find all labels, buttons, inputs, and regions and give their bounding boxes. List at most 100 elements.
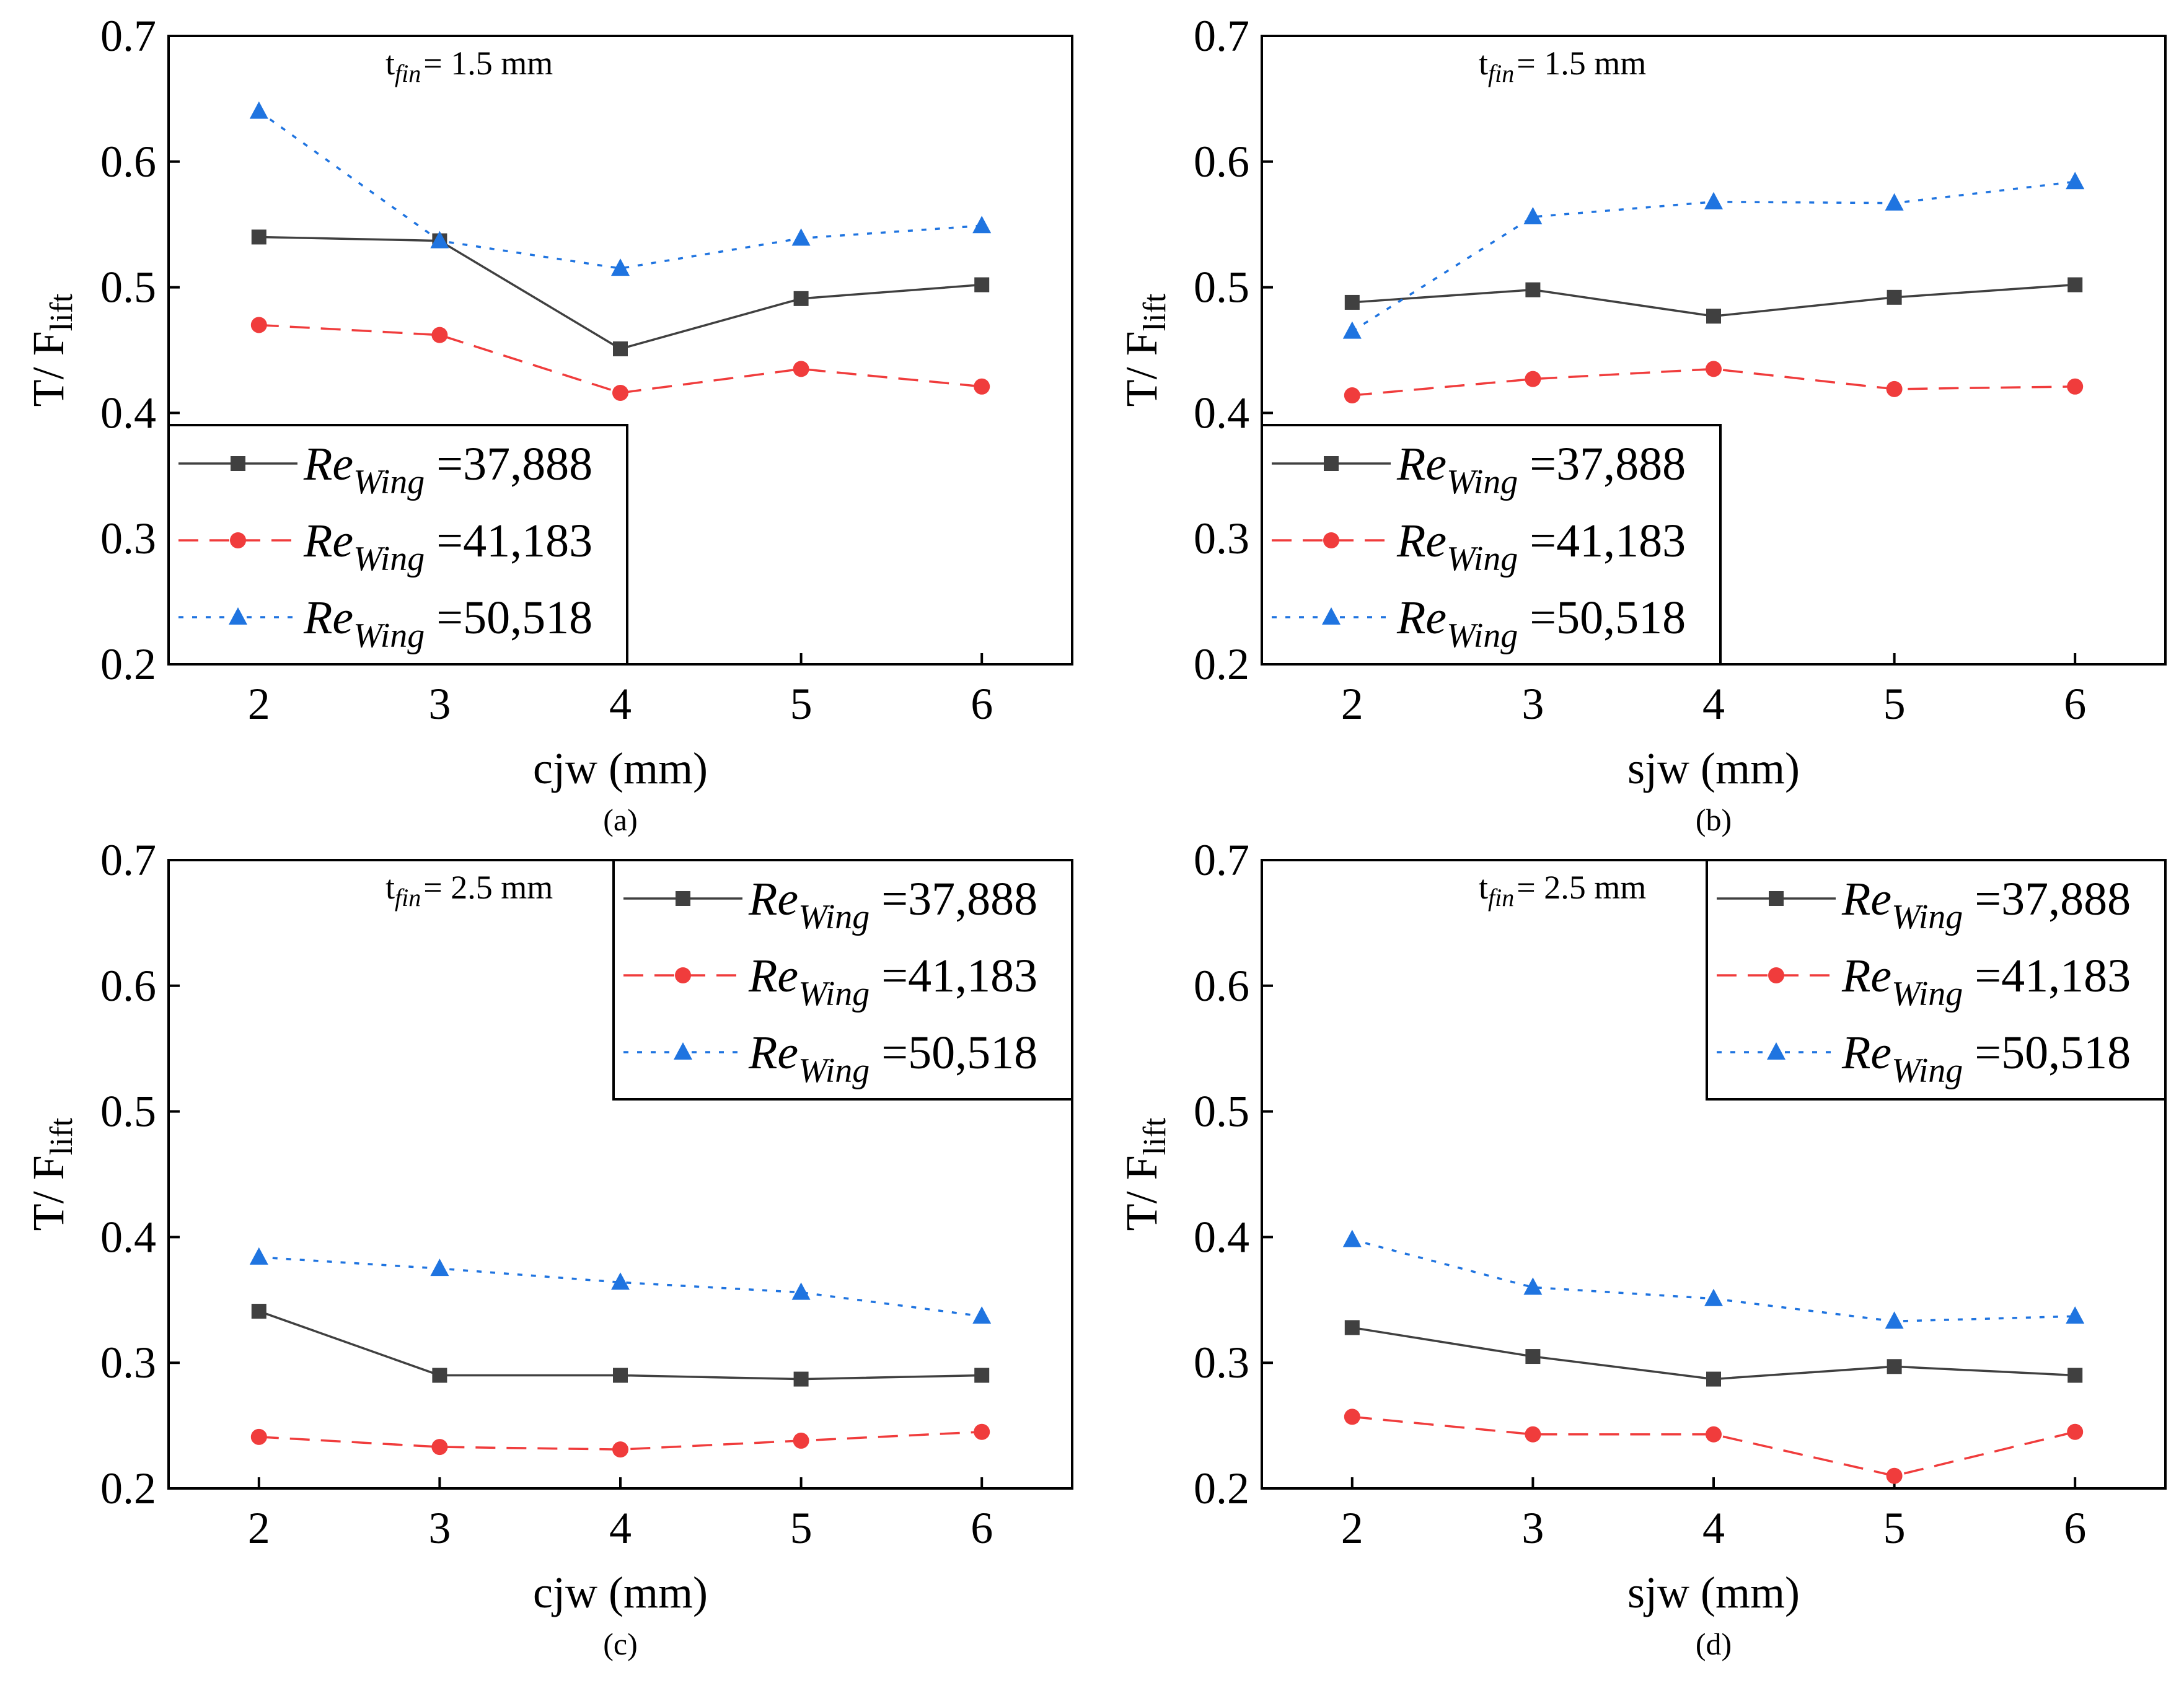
y-tick-label: 0.2 [100, 1464, 156, 1513]
legend-label-1: ReWing =37,888 [748, 873, 1037, 936]
legend: ReWing =37,888 ReWing =41,183 ReWing =50,5… [167, 424, 628, 666]
x-tick-label: 4 [1702, 1503, 1725, 1553]
x-tick-label: 3 [428, 1503, 451, 1553]
data-point-s3-2 [430, 231, 449, 248]
legend-marker-1 [1324, 456, 1339, 471]
legend-label-3: ReWing =50,518 [303, 592, 592, 655]
chart-panel-b: 0.2 0.3 0.4 0.5 0.6 0.7 2 3 4 5 6 sjw (mm) T/ Flift t… [1117, 11, 2167, 837]
data-point-s3-2 [1523, 207, 1543, 225]
legend-label-3: ReWing =50,518 [748, 1027, 1037, 1090]
data-point-s2-3 [612, 384, 628, 401]
data-point-s1-3 [613, 341, 628, 356]
y-tick-label: 0.3 [100, 514, 156, 563]
legend-marker-3 [674, 1042, 692, 1060]
data-point-s1-4 [1887, 289, 1902, 305]
data-point-s1-4 [793, 1371, 809, 1387]
y-axis-title: T/ Flift [1117, 293, 1173, 406]
data-point-s3-1 [249, 101, 268, 119]
y-tick-label: 0.3 [1194, 514, 1249, 563]
y-tick-label: 0.5 [1194, 1087, 1249, 1136]
x-tick-label: 4 [1702, 679, 1725, 729]
data-point-s2-2 [1525, 371, 1541, 387]
tfin-annotation: tfin= 1.5 mm [385, 45, 553, 87]
y-tick-label: 0.2 [1194, 1464, 1249, 1513]
data-point-s2-2 [1525, 1426, 1541, 1443]
data-point-s2-4 [793, 1432, 809, 1449]
chart-panel-c: 0.2 0.3 0.4 0.5 0.6 0.7 2 3 4 5 6 cjw (mm) T/ Flift t… [24, 835, 1073, 1661]
legend-marker-1 [231, 456, 245, 471]
panel-caption: (c) [603, 1627, 638, 1661]
x-tick-label: 4 [609, 1503, 632, 1553]
data-point-s1-1 [1344, 1320, 1360, 1335]
data-point-s3-3 [1704, 1288, 1723, 1306]
series-line-2 [258, 323, 982, 394]
x-axis-title: cjw (mm) [533, 744, 708, 793]
x-tick-label: 6 [2064, 679, 2086, 729]
data-point-s1-3 [1706, 309, 1721, 324]
data-point-s3-4 [1885, 193, 1904, 211]
data-point-s3-1 [1342, 321, 1362, 339]
legend-label-2: ReWing =41,183 [1841, 950, 2131, 1013]
x-tick-label: 5 [790, 679, 812, 729]
data-point-s1-1 [251, 229, 266, 245]
data-point-s2-5 [974, 1423, 990, 1440]
x-tick-label: 6 [971, 679, 993, 729]
x-tick-label: 5 [1883, 679, 1906, 729]
data-point-s2-1 [250, 317, 267, 333]
x-axis-title: sjw (mm) [1627, 1568, 1800, 1617]
chart-panel-a: 0.2 0.3 0.4 0.5 0.6 0.7 2 3 4 5 6 cjw (mm) T/ Flift t… [24, 11, 1073, 837]
y-axis-title: T/ Flift [24, 293, 79, 406]
legend: ReWing =37,888 ReWing =41,183 ReWing =50,5… [1706, 859, 2167, 1101]
legend-label-1: ReWing =37,888 [303, 438, 592, 501]
x-tick-label: 5 [1883, 1503, 1906, 1553]
y-tick-label: 0.7 [100, 11, 156, 61]
data-point-s1-1 [251, 1304, 266, 1319]
x-tick-label: 4 [609, 679, 632, 729]
x-tick-label: 2 [1341, 1503, 1363, 1553]
y-tick-label: 0.4 [100, 388, 156, 437]
x-tick-label: 3 [1521, 1503, 1544, 1553]
x-tick-label: 5 [790, 1503, 812, 1553]
data-point-s3-1 [1342, 1229, 1362, 1247]
x-axis-title: sjw (mm) [1627, 744, 1800, 793]
data-point-s3-4 [1885, 1311, 1904, 1329]
data-point-s3-2 [1523, 1277, 1543, 1295]
data-point-s3-3 [1704, 191, 1723, 209]
legend-marker-1 [676, 891, 690, 906]
data-point-s2-1 [1344, 387, 1360, 404]
series-line-2 [258, 1430, 982, 1451]
data-point-s1-5 [2067, 1368, 2083, 1383]
y-tick-label: 0.3 [100, 1338, 156, 1387]
legend-marker-2 [675, 967, 691, 983]
data-point-s3-3 [611, 1272, 630, 1290]
y-tick-label: 0.6 [100, 137, 156, 187]
x-tick-label: 6 [971, 1503, 993, 1553]
legend-marker-1 [1769, 891, 1784, 906]
y-tick-label: 0.5 [1194, 263, 1249, 312]
data-point-s1-5 [2067, 277, 2083, 292]
data-point-s2-4 [1886, 380, 1903, 397]
y-tick-label: 0.7 [1194, 835, 1249, 885]
data-point-s2-3 [1706, 1426, 1722, 1443]
y-tick-label: 0.2 [100, 639, 156, 689]
data-point-s3-5 [972, 216, 992, 234]
series-line-3 [258, 1256, 982, 1317]
data-point-s1-3 [613, 1368, 628, 1383]
series-line-2 [1352, 367, 2076, 397]
y-tick-label: 0.4 [1194, 388, 1249, 437]
data-point-s2-2 [431, 327, 448, 343]
data-point-s3-5 [2066, 1306, 2085, 1324]
y-tick-label: 0.3 [1194, 1338, 1249, 1387]
x-tick-label: 3 [1521, 679, 1544, 729]
legend-marker-2 [230, 532, 246, 548]
legend-label-3: ReWing =50,518 [1841, 1027, 2131, 1090]
y-tick-label: 0.4 [100, 1212, 156, 1262]
data-point-s2-5 [2067, 1423, 2084, 1440]
data-point-s3-1 [249, 1247, 268, 1265]
data-point-s2-5 [974, 378, 990, 395]
data-point-s2-2 [431, 1439, 448, 1456]
legend-marker-2 [1323, 532, 1339, 548]
series-line-2 [1352, 1415, 2076, 1477]
x-axis-title: cjw (mm) [533, 1568, 708, 1617]
y-axis-title: T/ Flift [1117, 1117, 1173, 1231]
